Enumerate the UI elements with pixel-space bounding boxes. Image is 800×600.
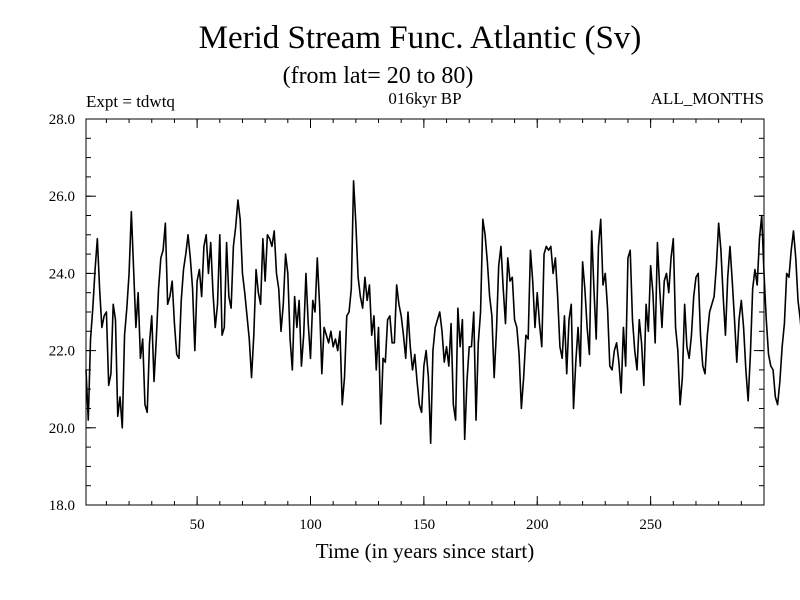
- x-tick-label: 100: [299, 517, 322, 533]
- y-tick-label: 26.0: [49, 189, 75, 205]
- y-tick-label: 24.0: [49, 266, 75, 282]
- experiment-annotation: Expt = tdwtq: [86, 92, 175, 111]
- months-annotation: ALL_MONTHS: [651, 89, 764, 108]
- period-annotation: 016kyr BP: [388, 89, 461, 108]
- x-tick-label: 250: [639, 517, 662, 533]
- x-tick-label: 50: [190, 517, 205, 533]
- y-tick-label: 18.0: [49, 498, 75, 514]
- y-tick-label: 28.0: [49, 112, 75, 128]
- chart-subtitle: (from lat= 20 to 80): [283, 63, 474, 89]
- x-axis-label: Time (in years since start): [316, 539, 535, 563]
- y-axis: 18.0 20.0 22.0 24.0 26.0 28.0: [49, 112, 764, 514]
- chart-title: Merid Stream Func. Atlantic (Sv): [199, 20, 642, 56]
- y-tick-label: 20.0: [49, 421, 75, 437]
- x-tick-label: 200: [526, 517, 549, 533]
- x-tick-label: 150: [413, 517, 436, 533]
- y-tick-label: 22.0: [49, 344, 75, 360]
- series-group: [85, 179, 800, 445]
- x-axis: 50 100 150 200 250: [190, 119, 662, 533]
- series-line: [85, 179, 800, 445]
